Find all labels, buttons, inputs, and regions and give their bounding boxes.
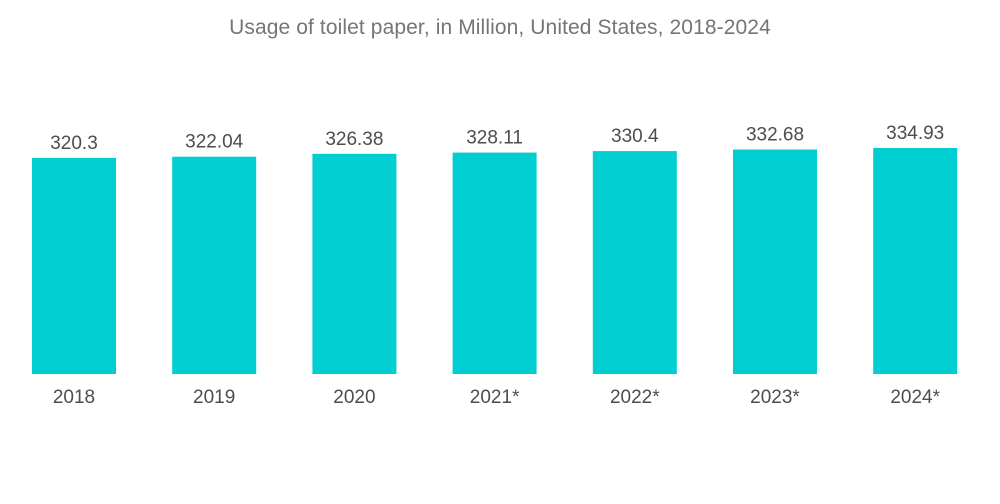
bar-2022-forecast bbox=[592, 151, 677, 374]
bars-group bbox=[32, 148, 958, 374]
bar-2024-forecast bbox=[873, 148, 958, 374]
category-tick-label: 2021* bbox=[470, 387, 520, 408]
bar-value-label: 332.68 bbox=[746, 125, 804, 146]
bar-value-labels-group: 320.3 322.04 326.38 328.11 330.4 332.68 334.93 bbox=[50, 123, 944, 154]
bar-value-label: 330.4 bbox=[611, 126, 659, 147]
bar-value-label: 326.38 bbox=[325, 129, 383, 150]
bar-2023-forecast bbox=[733, 149, 817, 374]
category-tick-label: 2020 bbox=[333, 387, 375, 408]
bar-2018 bbox=[32, 157, 116, 374]
bar-2019 bbox=[172, 156, 257, 374]
chart-title: Usage of toilet paper, in Million, Unite… bbox=[229, 16, 771, 39]
category-tick-label: 2024* bbox=[890, 387, 940, 408]
bar-2021-forecast bbox=[452, 152, 537, 374]
category-tick-label: 2022* bbox=[610, 387, 660, 408]
bar-value-label: 322.04 bbox=[185, 132, 244, 153]
category-labels-group: 2018 2019 2020 2021* 2022* 2023* 2024* bbox=[53, 387, 941, 408]
bar-value-label: 334.93 bbox=[886, 123, 944, 144]
category-tick-label: 2019 bbox=[193, 387, 235, 408]
bar-value-label: 320.3 bbox=[50, 133, 98, 154]
bar-2020 bbox=[312, 153, 397, 374]
category-tick-label: 2018 bbox=[53, 387, 95, 408]
category-tick-label: 2023* bbox=[750, 387, 800, 408]
bar-value-label: 328.11 bbox=[466, 128, 523, 149]
